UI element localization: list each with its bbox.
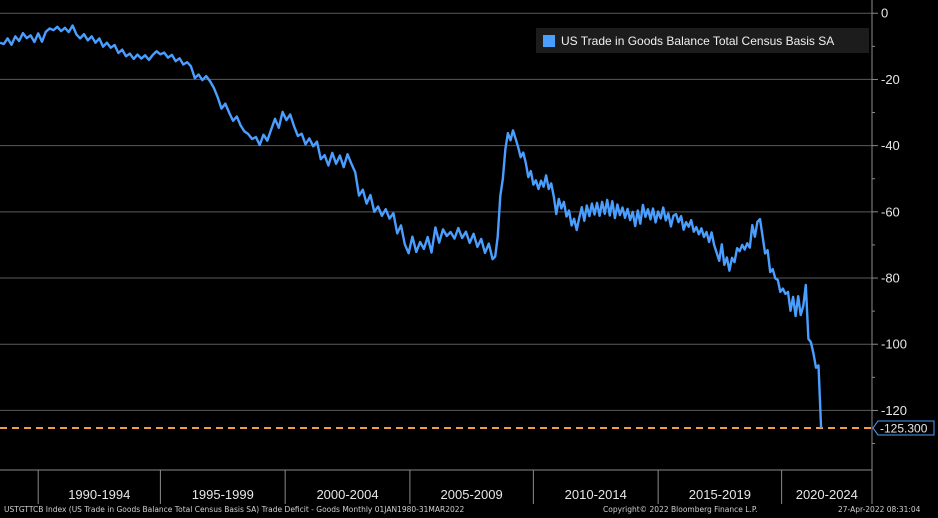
x-tick-label: 2005-2009 bbox=[441, 487, 503, 502]
series-line bbox=[0, 24, 823, 429]
x-tick-label: 2015-2019 bbox=[689, 487, 751, 502]
footer-copyright: Copyright© 2022 Bloomberg Finance L.P. bbox=[603, 505, 758, 514]
y-tick-label: -20 bbox=[881, 72, 900, 87]
chart-legend: US Trade in Goods Balance Total Census B… bbox=[536, 28, 869, 53]
y-tick-label: -60 bbox=[881, 204, 900, 219]
last-value-tag bbox=[872, 420, 935, 436]
legend-swatch bbox=[543, 34, 555, 47]
y-tick-label: -120 bbox=[881, 403, 907, 418]
x-tick-label: 2000-2004 bbox=[316, 487, 378, 502]
x-tick-label: 1990-1994 bbox=[68, 487, 130, 502]
x-tick-label: 1995-1999 bbox=[192, 487, 254, 502]
y-tick-label: -80 bbox=[881, 271, 900, 286]
x-tick-label: 2020-2024 bbox=[796, 487, 858, 502]
last-value-label: -125.300 bbox=[880, 421, 928, 435]
y-tick-label: -100 bbox=[881, 337, 907, 352]
footer-timestamp: 27-Apr-2022 08:31:04 bbox=[838, 505, 921, 514]
y-tick-label: -40 bbox=[881, 138, 900, 153]
footer-description: USTGTTCB Index (US Trade in Goods Balanc… bbox=[4, 505, 465, 514]
y-tick-label: 0 bbox=[881, 6, 888, 21]
x-tick-label: 2010-2014 bbox=[565, 487, 627, 502]
legend-label: US Trade in Goods Balance Total Census B… bbox=[561, 33, 835, 48]
